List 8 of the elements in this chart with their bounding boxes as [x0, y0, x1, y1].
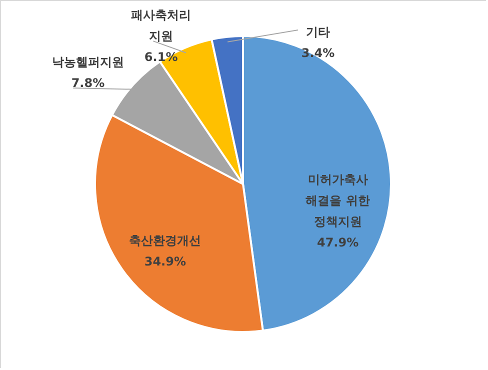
data-label: 47.9%	[316, 236, 359, 250]
slice-label: 기타	[306, 25, 330, 39]
data-label: 34.9%	[144, 254, 186, 268]
slice-label: 낙농헬퍼지원	[52, 55, 124, 70]
slice-label: 미허가축사 해결을 위한 정책지원	[306, 172, 370, 229]
slice-label: 패사축처리 지원	[131, 8, 192, 44]
slice-label: 축산환경개선	[129, 233, 202, 248]
data-label: 7.8%	[71, 76, 105, 90]
